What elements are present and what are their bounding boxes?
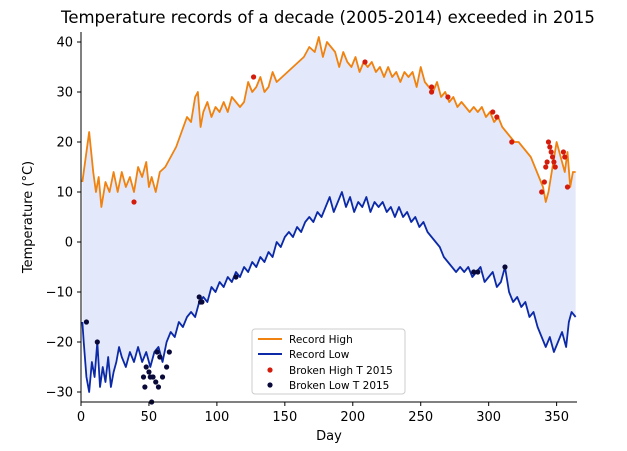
broken-high-point bbox=[545, 139, 552, 145]
broken-high-point bbox=[362, 59, 368, 65]
broken-low-point bbox=[159, 374, 166, 380]
record-range-band bbox=[82, 37, 576, 392]
broken-low-point bbox=[143, 364, 149, 370]
broken-low-point bbox=[142, 384, 148, 390]
broken-low-point bbox=[157, 354, 163, 360]
y-tick-label: 0 bbox=[65, 236, 73, 251]
broken-high-point bbox=[560, 149, 567, 155]
plot-area bbox=[81, 36, 577, 405]
broken-low-point bbox=[94, 339, 100, 345]
broken-low-point bbox=[475, 269, 481, 275]
x-tick-label: 150 bbox=[272, 410, 297, 425]
legend-box bbox=[251, 328, 406, 395]
x-tick-label: 250 bbox=[408, 410, 433, 425]
broken-high-point bbox=[551, 159, 557, 165]
broken-low-point bbox=[196, 294, 202, 300]
broken-high-point bbox=[547, 144, 553, 150]
broken-low-point bbox=[233, 274, 239, 280]
broken-high-point bbox=[548, 149, 554, 155]
broken-high-point bbox=[428, 84, 435, 90]
broken-low-point bbox=[502, 264, 508, 270]
broken-high-point bbox=[131, 199, 137, 205]
y-tick-label: 30 bbox=[56, 86, 73, 101]
series-line-record-high bbox=[81, 36, 576, 208]
broken-high-point bbox=[428, 89, 435, 95]
broken-high-point bbox=[549, 154, 556, 160]
broken-high-point bbox=[552, 164, 558, 170]
broken-low-point bbox=[164, 364, 170, 370]
legend-marker-broken-high bbox=[267, 367, 273, 373]
broken-high-point bbox=[564, 184, 571, 190]
x-axis-label: Day bbox=[316, 429, 342, 444]
broken-low-point bbox=[150, 374, 156, 380]
y-tick-label: −30 bbox=[46, 386, 73, 401]
broken-high-point bbox=[490, 109, 496, 115]
legend: Record High Record Low Broken High T 201… bbox=[251, 328, 406, 395]
legend-label-record-low: Record Low bbox=[289, 349, 350, 361]
broken-high-point bbox=[562, 154, 568, 160]
broken-low-point bbox=[140, 374, 147, 380]
broken-low-point bbox=[83, 319, 90, 325]
x-tick-label: 350 bbox=[544, 410, 569, 425]
legend-marker-broken-low bbox=[267, 382, 273, 388]
broken-high-point bbox=[509, 139, 515, 145]
broken-low-point bbox=[155, 384, 162, 390]
broken-high-point bbox=[494, 114, 500, 120]
legend-label-broken-high: Broken High T 2015 bbox=[289, 365, 393, 377]
broken-high-point bbox=[543, 164, 549, 170]
series-line-record-low bbox=[81, 191, 577, 393]
broken-high-point bbox=[541, 179, 547, 185]
broken-low-point bbox=[199, 299, 205, 305]
broken-high-point bbox=[544, 159, 550, 165]
broken-high-point bbox=[445, 94, 451, 100]
broken-high-point bbox=[250, 74, 257, 80]
y-tick-label: 10 bbox=[56, 186, 73, 201]
broken-low-point bbox=[153, 379, 159, 385]
axes: 0 50 100 150 200 250 300 350 −30 −20 −10 0 10 20 30 40 bbox=[46, 32, 577, 425]
broken-low-point bbox=[154, 349, 160, 355]
broken-low-point bbox=[471, 269, 477, 275]
x-tick-label: 50 bbox=[141, 410, 158, 425]
legend-label-broken-low: Broken Low T 2015 bbox=[289, 380, 389, 392]
y-tick-label: 20 bbox=[56, 136, 73, 151]
y-tick-label: −20 bbox=[46, 336, 73, 351]
broken-high-point bbox=[539, 189, 545, 195]
y-tick-label: 40 bbox=[56, 36, 73, 51]
chart-title: Temperature records of a decade (2005-20… bbox=[60, 8, 595, 27]
x-tick-label: 100 bbox=[204, 410, 229, 425]
y-axis-label: Temperature (°C) bbox=[21, 161, 36, 274]
y-tick-label: −10 bbox=[46, 286, 73, 301]
x-tick-label: 300 bbox=[476, 410, 501, 425]
legend-label-record-high: Record High bbox=[289, 334, 353, 346]
broken-low-point bbox=[166, 349, 172, 355]
broken-low-point bbox=[146, 369, 152, 375]
x-tick-label: 200 bbox=[340, 410, 365, 425]
x-tick-label: 0 bbox=[77, 410, 85, 425]
